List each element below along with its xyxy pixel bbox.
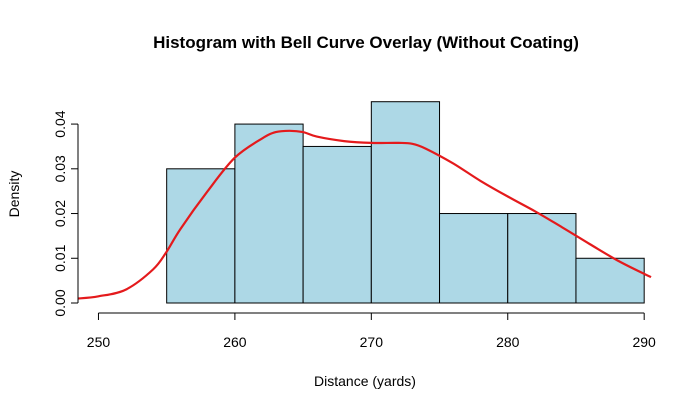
y-tick-label: 0.04 bbox=[52, 110, 68, 137]
histogram-bars bbox=[166, 101, 645, 304]
x-tick-label: 280 bbox=[496, 334, 520, 350]
x-tick-label: 260 bbox=[223, 334, 247, 350]
histogram-bar-1 bbox=[166, 168, 236, 304]
density-curve bbox=[77, 129, 652, 300]
histogram-bar-4 bbox=[370, 101, 441, 304]
x-tick-label: 270 bbox=[360, 334, 384, 350]
y-tick-label: 0.02 bbox=[52, 200, 68, 227]
y-tick-label: 0.00 bbox=[52, 289, 68, 316]
density-curve-layer bbox=[77, 129, 652, 300]
chart-title: Histogram with Bell Curve Overlay (Witho… bbox=[153, 33, 579, 52]
histogram-bar-3 bbox=[302, 145, 372, 304]
histogram-bar-6 bbox=[507, 213, 577, 304]
histogram-bar-2 bbox=[234, 123, 304, 304]
histogram-bar-5 bbox=[439, 213, 509, 304]
y-axis-label: Density bbox=[6, 171, 22, 218]
y-tick-label: 0.01 bbox=[52, 244, 68, 271]
y-axis: 0.00 0.01 0.02 0.03 0.04 bbox=[52, 110, 79, 317]
histogram-bar-7 bbox=[575, 257, 645, 304]
x-axis-label: Distance (yards) bbox=[314, 373, 416, 389]
x-tick-label: 250 bbox=[87, 334, 111, 350]
x-axis: 250 260 270 280 290 bbox=[87, 312, 656, 350]
x-tick-label: 290 bbox=[632, 334, 656, 350]
y-tick-label: 0.03 bbox=[52, 155, 68, 182]
